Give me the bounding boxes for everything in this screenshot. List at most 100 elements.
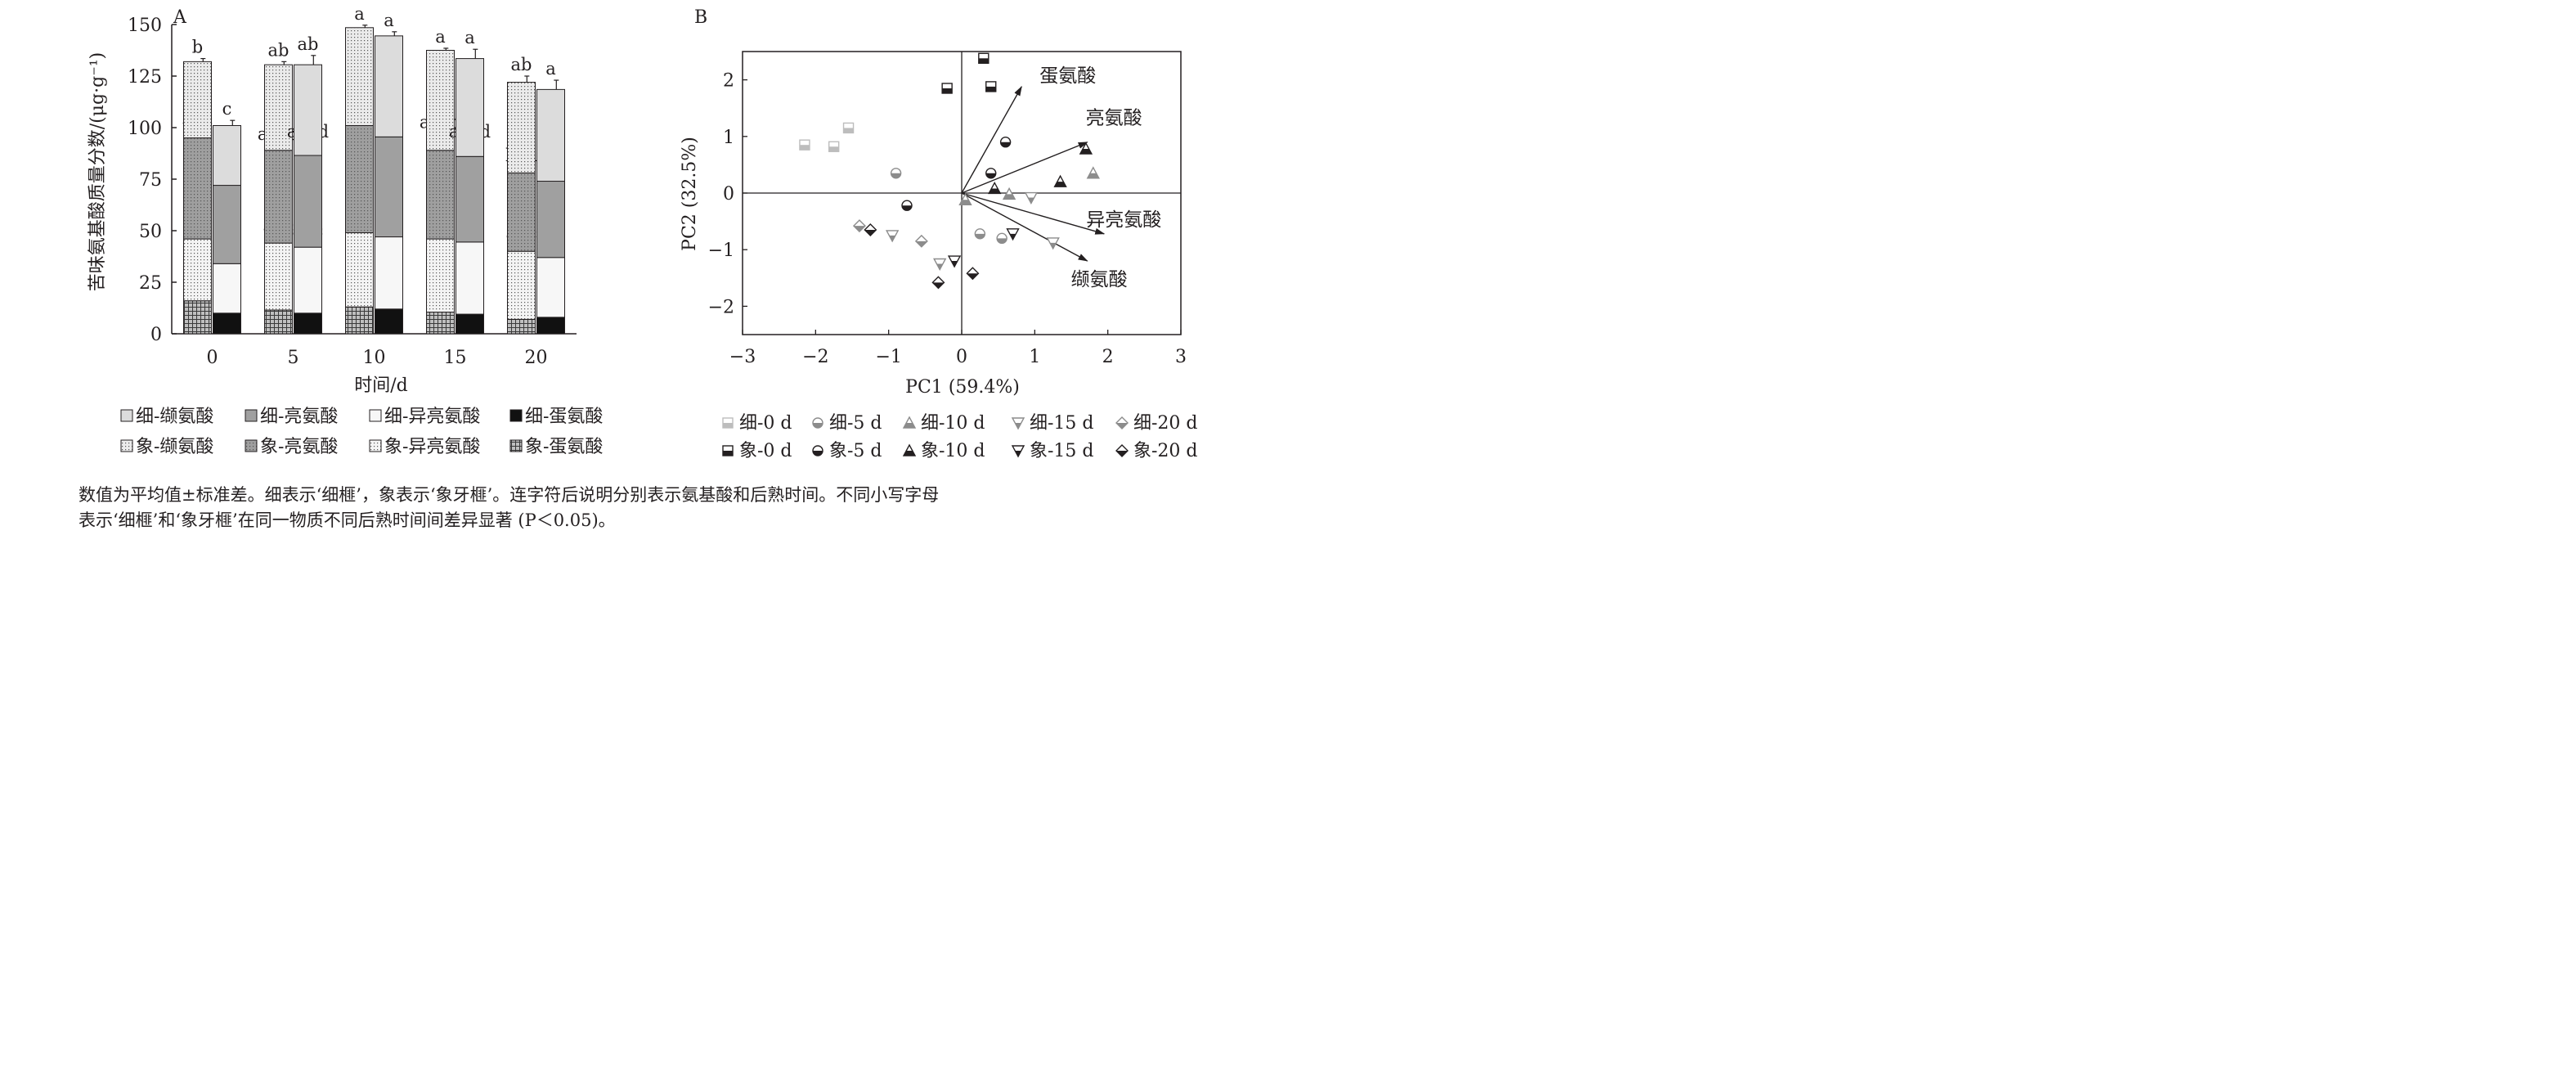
legend-label: 象-亮氨酸 bbox=[260, 437, 338, 457]
score-point bbox=[828, 141, 840, 152]
marker-fill bbox=[985, 173, 996, 178]
bar-y-tick-label: 125 bbox=[128, 67, 162, 88]
significance-letter: ab bbox=[511, 55, 532, 74]
marker-fill bbox=[967, 273, 979, 280]
marker-fill bbox=[1000, 142, 1011, 147]
bar-segment bbox=[264, 242, 293, 311]
legend-swatch bbox=[120, 409, 133, 422]
legend-label: 细-20 d bbox=[1133, 413, 1198, 434]
pca-y-tick-label: 1 bbox=[723, 128, 734, 148]
score-point bbox=[933, 258, 947, 271]
pca-x-tick-label: −2 bbox=[802, 347, 828, 367]
marker-fill bbox=[1087, 173, 1099, 178]
bar-segment bbox=[264, 150, 293, 244]
score-point bbox=[885, 230, 900, 243]
score-point bbox=[958, 192, 972, 206]
legend-label: 细-5 d bbox=[829, 413, 882, 434]
bar-chart-panel: A 苦味氨基酸质量分数/(μg·g⁻¹) 时间/d 02550751001251… bbox=[88, 4, 603, 457]
legend-label: 细-15 d bbox=[1030, 413, 1094, 434]
significance-letter: a bbox=[384, 11, 394, 30]
score-point bbox=[799, 139, 810, 151]
legend-swatch bbox=[120, 439, 133, 452]
marker-fill bbox=[1050, 242, 1057, 249]
loading-label: 缬氨酸 bbox=[1071, 269, 1128, 290]
score-point bbox=[1053, 174, 1067, 187]
significance-letter: ab bbox=[268, 40, 289, 60]
bar-segment bbox=[345, 306, 374, 335]
significance-letter: a bbox=[545, 59, 556, 79]
bar-segment bbox=[375, 136, 403, 238]
bar-segment bbox=[294, 155, 322, 248]
loading-label: 异亮氨酸 bbox=[1086, 209, 1161, 231]
figure-caption: 数值为平均值±标准差。细表示‘细榧’，象表示‘象牙榧’。连字符后说明分别表示氨基… bbox=[79, 483, 1256, 533]
marker-fill bbox=[1010, 233, 1016, 240]
score-point bbox=[842, 122, 855, 134]
pca-axes: −3 −2 −1 0 1 2 3 −2 −1 0 1 2 bbox=[708, 51, 1187, 367]
score-point bbox=[978, 52, 990, 65]
bar-segment bbox=[456, 58, 484, 157]
pca-x-tick-label: 2 bbox=[1102, 347, 1114, 367]
pca-y-tick-label: 0 bbox=[723, 184, 734, 205]
bar-segment bbox=[183, 61, 212, 139]
significance-letter: a bbox=[354, 4, 365, 24]
pca-y-tick-label: 2 bbox=[723, 71, 734, 92]
bar-y-tick-label: 75 bbox=[139, 170, 162, 191]
bar-x-tick-label: 20 bbox=[525, 348, 548, 368]
loading-arrow bbox=[961, 192, 1106, 235]
marker-fill bbox=[978, 58, 989, 64]
bar-segment bbox=[294, 312, 322, 335]
legend-marker bbox=[1011, 417, 1025, 430]
marker-fill bbox=[997, 238, 1008, 244]
bar-segment bbox=[375, 308, 403, 335]
marker-fill bbox=[1116, 451, 1128, 456]
bar-segment bbox=[213, 263, 241, 314]
legend-label: 象-蛋氨酸 bbox=[525, 437, 603, 457]
legend-label: 细-蛋氨酸 bbox=[525, 407, 603, 427]
bar-segment bbox=[507, 82, 536, 173]
bar-segment bbox=[345, 124, 374, 234]
marker-fill bbox=[1015, 423, 1021, 429]
bar-segment bbox=[213, 185, 241, 264]
significance-letter: a bbox=[435, 27, 446, 47]
panel-b-label: B bbox=[694, 7, 707, 28]
bar-segment bbox=[345, 27, 374, 126]
legend-swatch bbox=[245, 439, 258, 452]
score-point bbox=[901, 200, 913, 211]
marker-fill bbox=[902, 205, 912, 211]
pca-x-axis-label: PC1 (59.4%) bbox=[905, 377, 1020, 398]
score-point bbox=[996, 232, 1008, 245]
loading-arrow bbox=[961, 142, 1088, 194]
bar-segment bbox=[183, 137, 212, 240]
marker-fill bbox=[915, 241, 927, 247]
pca-y-tick-label: −2 bbox=[708, 297, 734, 317]
legend-marker bbox=[902, 443, 917, 456]
score-point bbox=[852, 219, 866, 233]
bar-segment bbox=[456, 241, 484, 315]
pca-x-tick-label: 3 bbox=[1175, 347, 1187, 367]
caption-line-2: 表示‘细榧’和‘象牙榧’在同一物质不同后熟时间间差异显著 (P＜0.05)。 bbox=[79, 510, 616, 530]
bar-segment bbox=[294, 64, 322, 156]
legend-label: 细-0 d bbox=[739, 413, 792, 434]
bar-segment bbox=[536, 88, 565, 182]
bar-segment bbox=[536, 317, 565, 335]
bar-segment bbox=[507, 172, 536, 252]
score-point bbox=[974, 228, 986, 240]
bar-segment bbox=[183, 238, 212, 302]
bar-segment bbox=[456, 155, 484, 243]
score-point bbox=[864, 223, 877, 236]
score-point bbox=[1006, 228, 1020, 241]
figure-canvas: A 苦味氨基酸质量分数/(μg·g⁻¹) 时间/d 02550751001251… bbox=[88, 4, 1198, 461]
score-point bbox=[1002, 187, 1016, 200]
legend-marker bbox=[1115, 444, 1129, 457]
bar-x-tick-label: 0 bbox=[207, 348, 218, 368]
marker-fill bbox=[891, 173, 901, 178]
bar-segment bbox=[213, 124, 241, 187]
loading-arrow bbox=[961, 86, 1022, 194]
legend-label: 象-5 d bbox=[829, 441, 882, 461]
score-point bbox=[1046, 237, 1060, 250]
marker-fill bbox=[989, 188, 1001, 194]
bar-segment bbox=[426, 238, 455, 313]
score-point bbox=[999, 137, 1012, 148]
